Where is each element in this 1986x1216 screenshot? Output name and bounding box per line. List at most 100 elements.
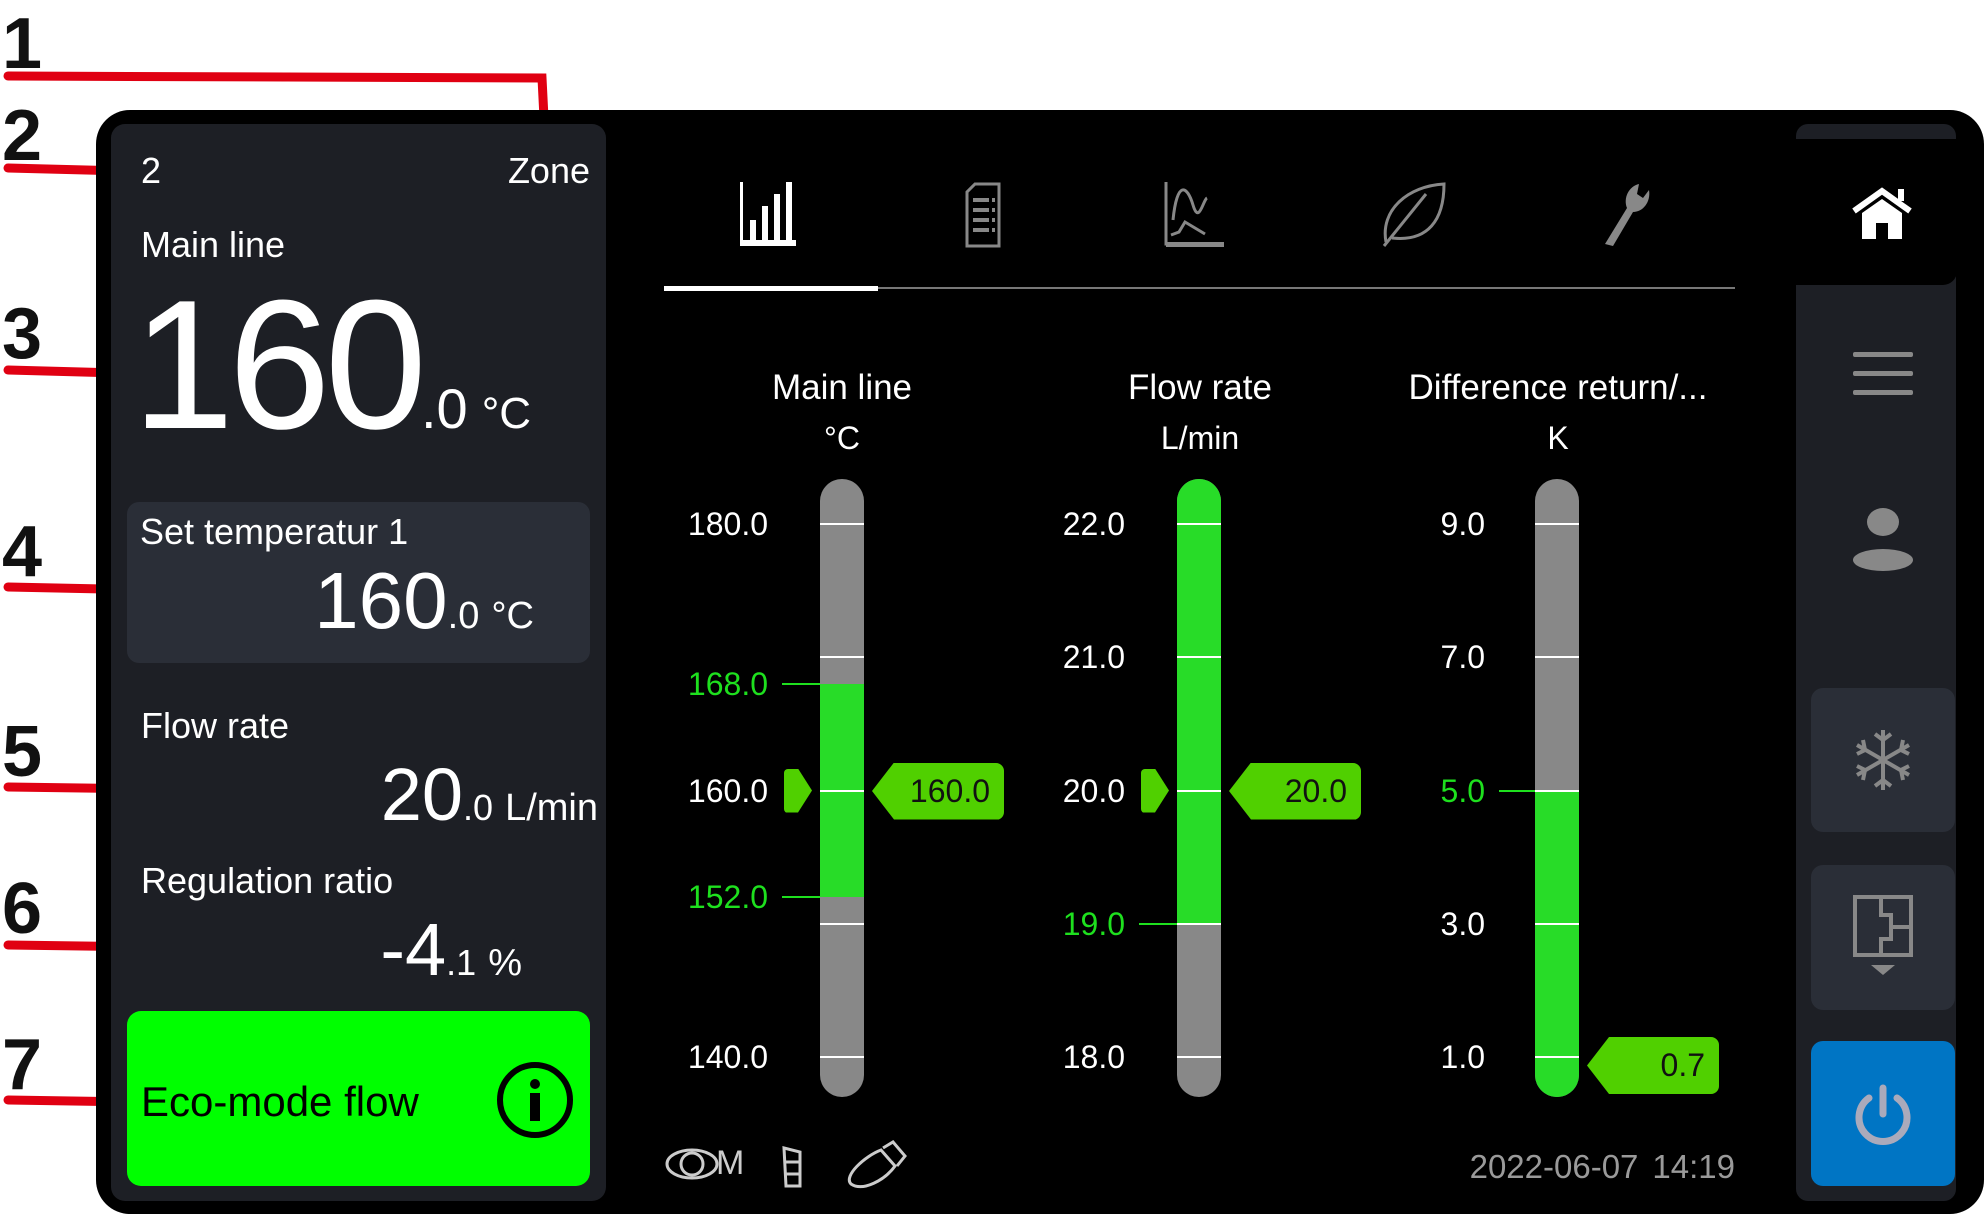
gauge-bar: [1177, 479, 1221, 1097]
callout-number-4: 4: [2, 512, 43, 592]
gauge-tick: [1535, 789, 1579, 792]
gauge-tick-label: 18.0: [1062, 1039, 1125, 1075]
gauge-limit-line: [782, 682, 820, 685]
gauge-unit: °C: [824, 420, 860, 456]
gauge-tick-label: 3.0: [1440, 905, 1485, 942]
gauge-bar: [820, 479, 864, 1097]
set-temperature-int: 160: [314, 556, 448, 645]
gauge-title: Flow rate: [1128, 368, 1272, 407]
sidebar-user-icon[interactable]: [1853, 506, 1913, 572]
gauge-limit-line: [1499, 789, 1535, 792]
sidebar-power-button[interactable]: [1811, 1041, 1955, 1186]
set-temperature-dec: .0: [447, 595, 480, 637]
eco-mode-flow-button[interactable]: [127, 1011, 590, 1186]
gauge-tick: [1177, 523, 1221, 525]
gauge-tick: [1535, 922, 1579, 925]
gauge-tick: [1535, 523, 1579, 525]
sidebar-menu-icon[interactable]: [1853, 350, 1913, 400]
gauge-tick: [1177, 1056, 1221, 1058]
callout-number-3: 3: [2, 294, 43, 374]
gauge-limit-label: 19.0: [1062, 905, 1125, 942]
eye-icon: [665, 1148, 719, 1180]
gauge-unit: L/min: [1160, 420, 1240, 456]
sidebar-snowflake-button[interactable]: [1811, 688, 1955, 832]
regulation-ratio-value: -4.1%: [380, 910, 522, 1003]
gauge-unit: K: [1547, 420, 1569, 456]
flow-rate-unit: L/min: [505, 787, 598, 829]
gauge-value-marker: 20.0: [1229, 762, 1361, 820]
tab-active-indicator: [664, 286, 878, 291]
gauge-title: Main line: [771, 368, 913, 407]
callout-number-6: 6: [2, 869, 43, 949]
gauge-value-marker: 0.7: [1587, 1037, 1719, 1094]
gauge-title: Difference return/...: [1408, 368, 1708, 407]
flow-rate-label: Flow rate: [141, 705, 290, 746]
gauge-tick-label: 20.0: [1062, 772, 1125, 809]
info-icon[interactable]: [495, 1060, 575, 1140]
set-temperature-unit: °C: [491, 595, 534, 637]
callout-number-7: 7: [2, 1025, 43, 1105]
zone-label: Zone: [507, 150, 590, 191]
gauge-green-range: [1177, 479, 1221, 924]
mode-m-label: M: [716, 1144, 745, 1182]
gauge-tick-label: 160.0: [687, 772, 768, 809]
gauge-bar: [1535, 479, 1579, 1097]
tab-bar-chart-icon[interactable]: [738, 180, 808, 250]
gauge-tick-label: 1.0: [1440, 1039, 1485, 1075]
callout-number-1: 1: [2, 4, 43, 84]
regulation-ratio-unit: %: [488, 942, 522, 984]
tab-document-list-icon[interactable]: [955, 180, 1025, 250]
callout-number-2: 2: [2, 96, 43, 176]
date: 2022-06-07: [1469, 1148, 1639, 1185]
floorplan-download-icon: [1853, 894, 1913, 975]
gauge-green-range: [1535, 790, 1579, 1097]
power-icon: [1855, 1084, 1911, 1145]
gauge-tick-label: 140.0: [687, 1039, 768, 1075]
tab-line-chart-icon[interactable]: [1163, 180, 1233, 250]
gauge-tick: [1177, 789, 1221, 792]
main-line-value-dec: .0: [421, 377, 468, 440]
regulation-ratio-int: -4: [380, 908, 447, 991]
gauge-tick: [820, 1056, 864, 1058]
datetime: 2022-06-07 14:19: [1380, 1148, 1735, 1186]
main-line-value-int: 160: [132, 261, 427, 467]
gauge-tick: [820, 523, 864, 525]
flow-rate-dec: .0: [463, 787, 494, 828]
gauge-tick: [1535, 1056, 1579, 1058]
zone-number: 2: [141, 150, 162, 191]
gauge-tick-label: 9.0: [1440, 506, 1485, 542]
regulation-ratio-label: Regulation ratio: [141, 860, 394, 901]
callout-number-5: 5: [2, 712, 43, 792]
gauge-limit-line: [782, 896, 820, 899]
filter-icon: [782, 1146, 802, 1188]
sidebar-floorplan-button[interactable]: [1811, 865, 1955, 1010]
gauge-limit-label: 152.0: [687, 879, 768, 916]
tab-track: [664, 287, 1735, 289]
flow-rate-int: 20: [380, 753, 464, 836]
gauge-tick: [1177, 656, 1221, 659]
set-temperature-value: 160.0 °C: [314, 558, 534, 659]
sidebar: [1796, 124, 1956, 1201]
usb-stick-icon: [847, 1140, 907, 1189]
eco-mode-label: Eco-mode flow: [141, 1078, 419, 1125]
tab-leaf-icon[interactable]: [1378, 180, 1448, 250]
gauge-tick: [1177, 922, 1221, 925]
home-icon[interactable]: [1852, 185, 1912, 241]
gauge-tick-label: 21.0: [1062, 639, 1125, 676]
gauge-limit-label: 168.0: [687, 665, 768, 702]
gauge-limit-label: 5.0: [1440, 772, 1485, 809]
gauge-tick: [1535, 656, 1579, 659]
tab-wrench-icon[interactable]: [1593, 180, 1663, 250]
main-line-unit: °C: [481, 389, 532, 438]
gauge-tick-label: 22.0: [1062, 506, 1125, 542]
gauge-tick-label: 7.0: [1440, 639, 1485, 676]
time: 14:19: [1652, 1148, 1735, 1185]
gauge-value-marker: 160.0: [872, 762, 1004, 820]
regulation-ratio-dec: .1: [446, 942, 477, 983]
set-temperature-box[interactable]: [127, 502, 590, 663]
gauge-tick: [820, 789, 864, 792]
gauge-tick-label: 180.0: [687, 506, 768, 542]
set-temperature-label: Set temperatur 1: [140, 511, 409, 552]
flow-rate-value: 20.0 L/min: [381, 755, 598, 848]
snowflake-icon: [1856, 730, 1910, 790]
